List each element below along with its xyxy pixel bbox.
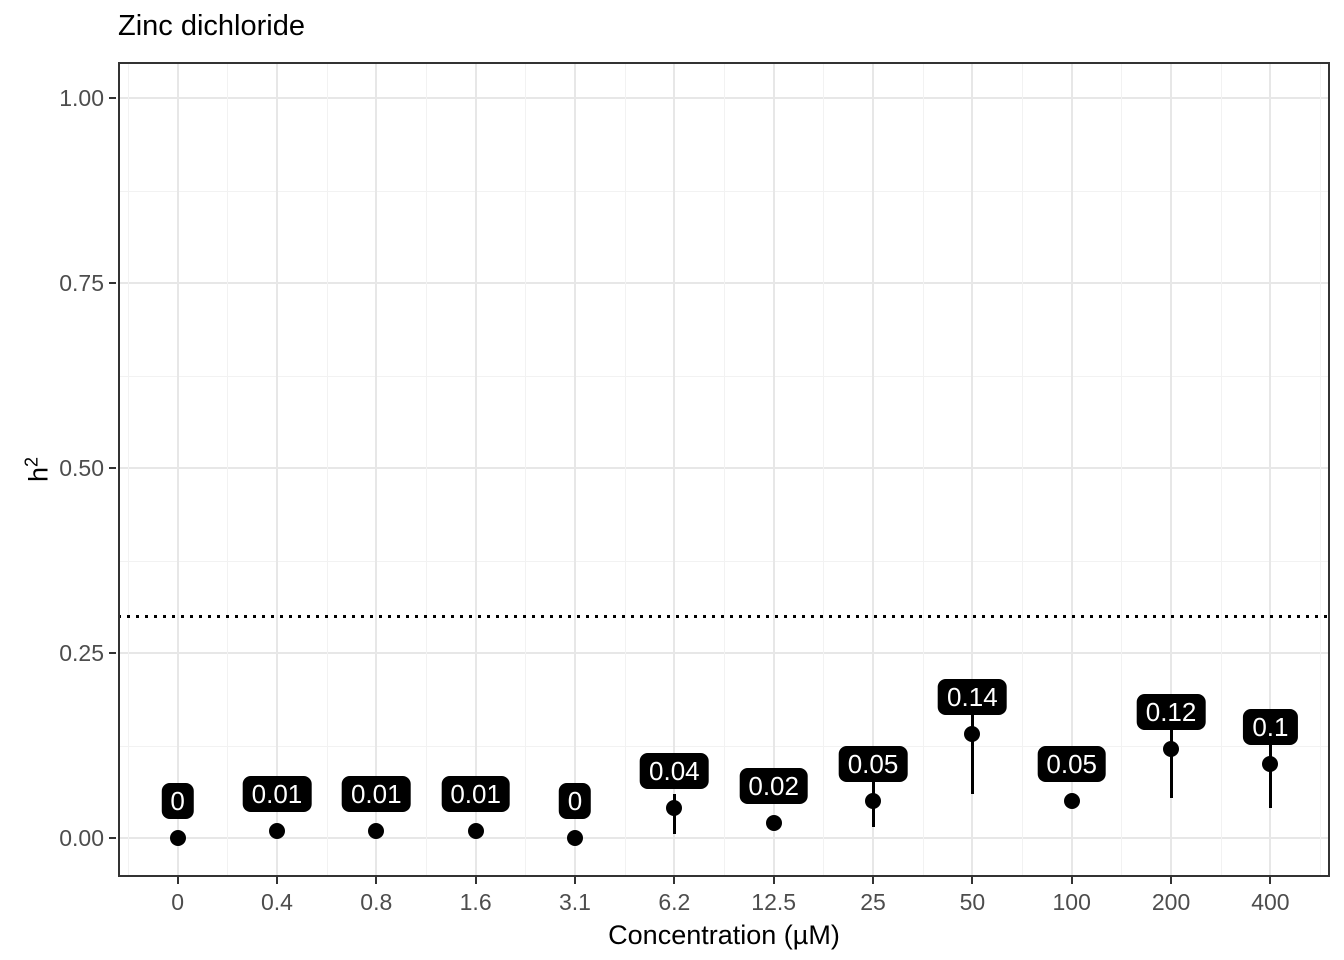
x-axis-tick	[375, 877, 378, 884]
x-axis-tick	[573, 877, 576, 884]
point-value-label: 0.01	[441, 775, 510, 812]
chart-title: Zinc dichloride	[118, 10, 305, 42]
data-point	[268, 822, 285, 839]
x-axis-tick	[971, 877, 974, 884]
x-axis-tick	[673, 877, 676, 884]
x-axis-tick-label: 50	[959, 889, 986, 915]
point-value-label: 0.04	[640, 753, 709, 790]
data-point	[566, 830, 583, 846]
x-axis-tick-label: 100	[1052, 889, 1091, 915]
x-axis-tick-label: 1.6	[459, 889, 492, 915]
point-value-label: 0.02	[739, 768, 808, 805]
gridline-v-major	[176, 62, 179, 877]
gridline-v-minor	[227, 62, 229, 877]
gridline-v-minor	[1220, 62, 1222, 877]
error-bar	[1169, 719, 1173, 799]
y-axis-tick-label: 1.00	[59, 85, 104, 111]
x-axis-tick-label: 0	[171, 889, 184, 915]
y-axis-tick	[109, 837, 116, 839]
gridline-v-major	[1070, 62, 1073, 877]
y-axis-tick-label: 0.00	[59, 825, 104, 851]
gridline-v-minor	[624, 62, 626, 877]
point-value-label: 0.05	[1037, 746, 1107, 782]
data-point	[467, 822, 484, 839]
x-axis-tick-label: 200	[1151, 889, 1191, 915]
y-axis-tick	[109, 652, 116, 654]
x-axis-tick	[275, 877, 278, 884]
gridline-v-minor	[525, 62, 527, 877]
gridline-v-minor	[724, 62, 725, 877]
point-value-label: 0.01	[341, 775, 411, 812]
x-axis-tick-label: 3.1	[558, 889, 591, 915]
gridline-v-minor	[922, 62, 924, 877]
gridline-v-major	[275, 62, 278, 877]
gridline-v-major	[673, 62, 676, 877]
x-axis-tick	[474, 877, 477, 884]
gridline-v-major	[375, 62, 378, 877]
data-point	[666, 800, 683, 817]
data-point	[368, 822, 385, 839]
gridline-v-major	[573, 62, 576, 877]
gridline-v-major	[772, 62, 775, 877]
data-point	[1063, 793, 1080, 809]
y-axis-tick	[109, 97, 116, 99]
point-value-label: 0.01	[242, 775, 312, 812]
point-value-label: 0.05	[838, 746, 908, 782]
data-point	[169, 830, 186, 846]
data-point	[765, 815, 782, 832]
x-axis-title: Concentration (µM)	[608, 920, 840, 950]
y-axis-tick	[109, 467, 116, 469]
data-point	[1262, 756, 1279, 772]
gridline-v-major	[872, 62, 875, 877]
x-axis-tick	[872, 877, 875, 884]
gridline-v-major	[1170, 62, 1173, 877]
error-bar	[970, 712, 974, 794]
gridline-v-minor	[127, 62, 129, 877]
y-axis-tick-label: 0.75	[59, 270, 104, 296]
point-value-label: 0	[558, 783, 592, 819]
x-axis-tick	[176, 877, 179, 884]
x-axis-tick	[1269, 877, 1272, 884]
y-axis-tick-label: 0.25	[59, 640, 104, 666]
y-axis-tick	[109, 282, 116, 284]
x-axis-tick-label: 0.4	[260, 889, 293, 915]
x-axis-tick	[1070, 877, 1073, 884]
gridline-v-minor	[1022, 62, 1024, 877]
x-axis-tick-label: 12.5	[751, 889, 797, 915]
x-axis-tick-label: 0.8	[360, 889, 393, 915]
x-axis-tick-label: 400	[1251, 889, 1290, 915]
data-point	[865, 793, 882, 809]
gridline-v-major	[1269, 62, 1272, 877]
x-axis-tick-label: 6.2	[658, 889, 691, 915]
gridline-v-minor	[1121, 62, 1123, 877]
gridline-v-minor	[1320, 62, 1322, 877]
gridline-v-minor	[425, 62, 427, 877]
point-value-label: 0	[161, 783, 194, 819]
data-point	[964, 726, 981, 743]
y-axis-tick-label: 0.50	[59, 455, 104, 481]
gridline-v-minor	[326, 62, 328, 877]
data-point	[1163, 741, 1180, 758]
point-value-label: 0.1	[1243, 709, 1298, 745]
threshold-line	[118, 615, 1330, 618]
x-axis-tick-label: 25	[860, 889, 886, 915]
point-value-label: 0.14	[938, 679, 1007, 716]
gridline-v-minor	[823, 62, 825, 877]
gridline-v-major	[971, 62, 974, 877]
x-axis-tick	[772, 877, 775, 884]
x-axis-tick	[1170, 877, 1173, 884]
point-value-label: 0.12	[1136, 694, 1206, 731]
gridline-v-major	[474, 62, 477, 877]
